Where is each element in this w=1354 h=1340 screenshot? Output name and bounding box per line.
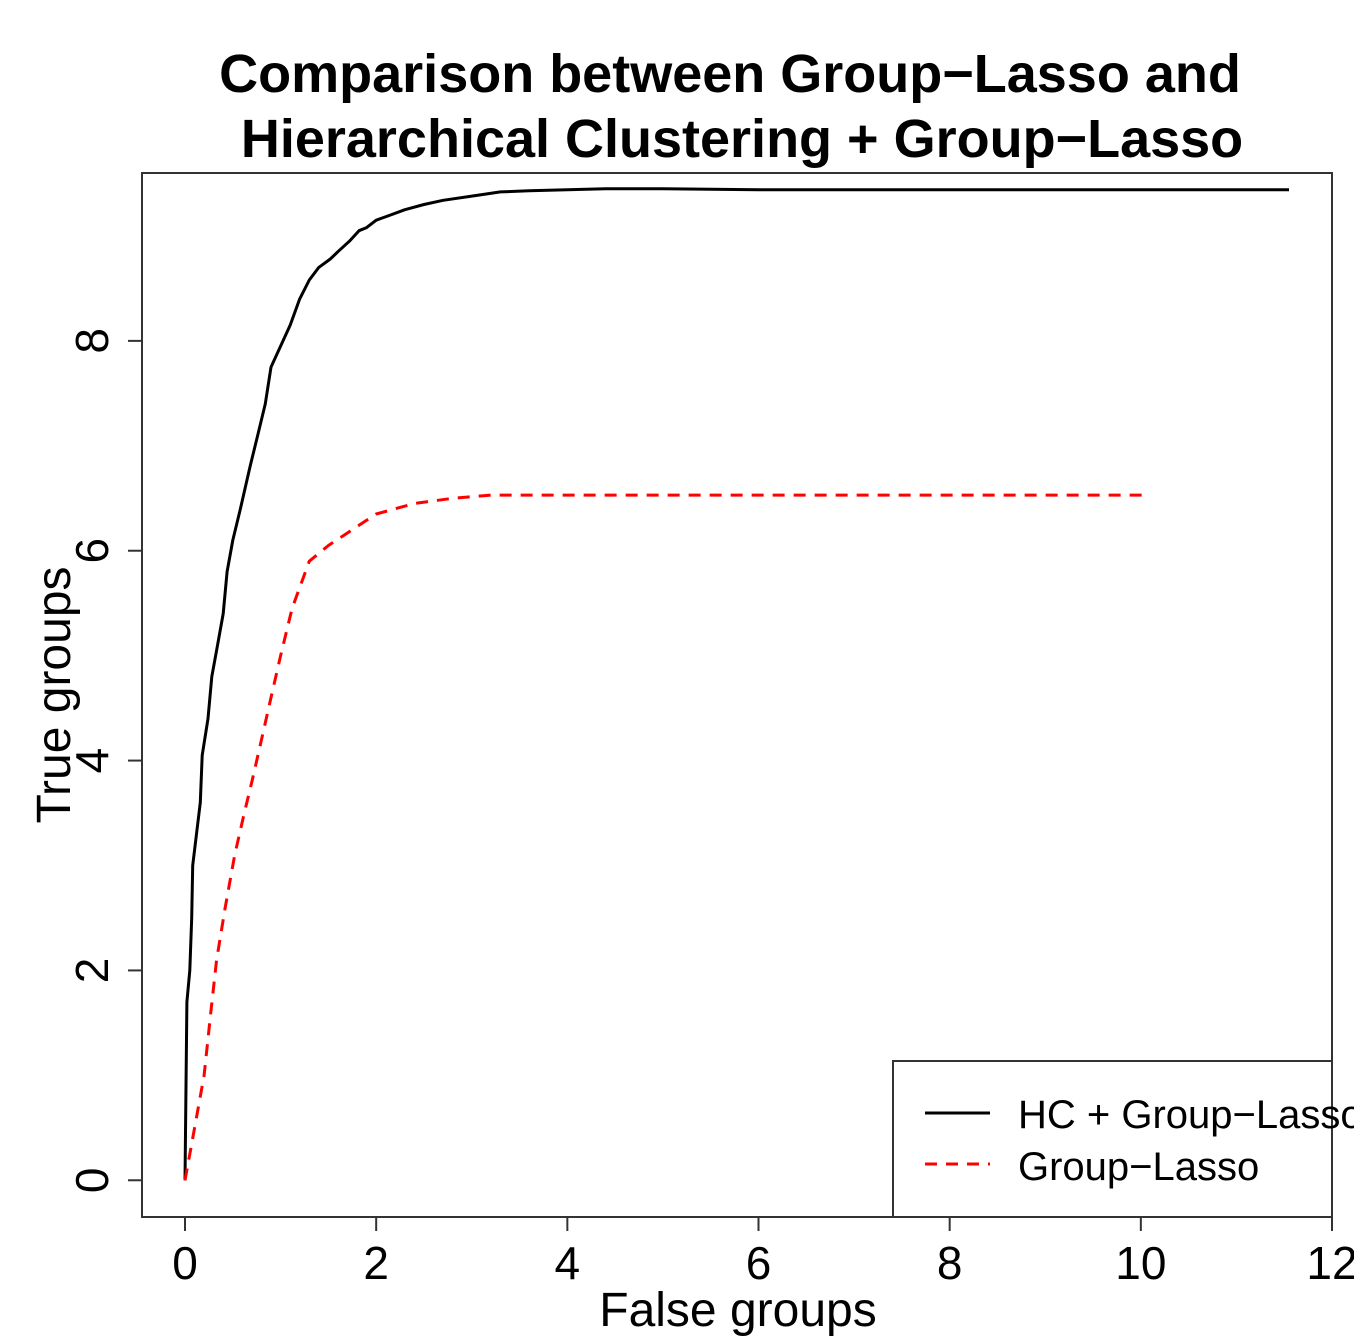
x-axis: 0 2 4 6 8 10 12 [172, 1217, 1354, 1289]
legend: HC + Group−Lasso Group−Lasso [892, 1060, 1354, 1218]
x-tick-label: 2 [363, 1237, 389, 1289]
chart-title-line-2: Hierarchical Clustering + Group−Lasso [241, 109, 1243, 169]
series-layer [183, 187, 1289, 1181]
legend-box [892, 1060, 1333, 1218]
x-tick-label: 10 [1115, 1237, 1166, 1289]
x-tick-label: 6 [746, 1237, 772, 1289]
series-line-group-lasso [183, 493, 1151, 1181]
y-tick-label: 6 [66, 538, 118, 564]
legend-label-group-lasso: Group−Lasso [1018, 1145, 1259, 1189]
chart-title-line-1: Comparison between Group−Lasso and [219, 44, 1241, 104]
x-tick-label: 0 [172, 1237, 198, 1289]
y-tick-label: 8 [66, 328, 118, 354]
y-tick-label: 0 [66, 1167, 118, 1193]
legend-label-hc-group-lasso: HC + Group−Lasso [1018, 1093, 1354, 1137]
y-axis-label: True groups [28, 566, 81, 823]
series-line-hc-group-lasso [183, 187, 1289, 1181]
y-axis: 0 2 4 6 8 [66, 328, 142, 1193]
y-tick-label: 2 [66, 958, 118, 984]
x-tick-label: 12 [1306, 1237, 1354, 1289]
plot-frame [141, 172, 1333, 1218]
x-axis-label: False groups [599, 1284, 876, 1337]
x-tick-label: 8 [937, 1237, 963, 1289]
y-tick-label: 4 [66, 748, 118, 774]
x-tick-label: 4 [555, 1237, 581, 1289]
